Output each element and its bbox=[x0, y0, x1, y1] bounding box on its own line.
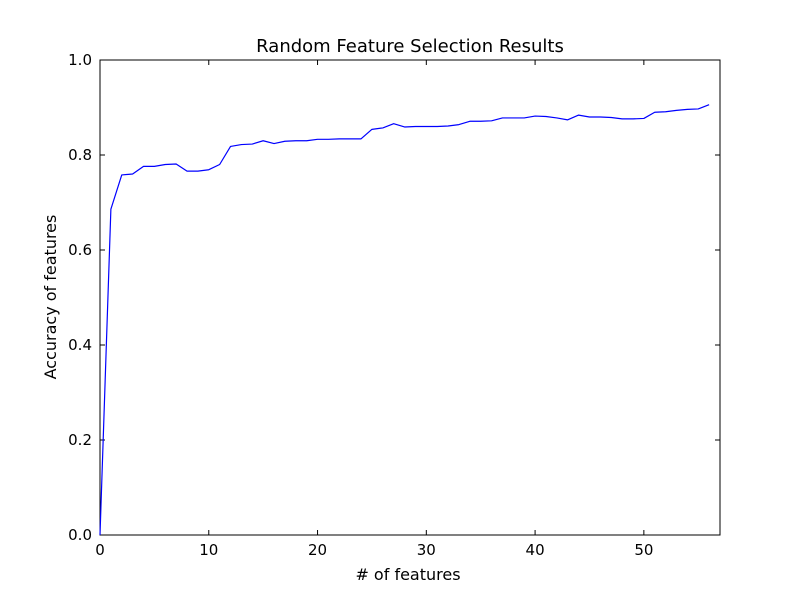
x-axis-ticks: 0 10 20 30 40 50 bbox=[95, 60, 653, 559]
x-tick-label: 30 bbox=[417, 541, 436, 559]
x-axis-label: # of features bbox=[355, 565, 460, 584]
x-tick-label: 20 bbox=[308, 541, 327, 559]
y-axis-ticks: 0.0 0.2 0.4 0.6 0.8 1.0 bbox=[68, 51, 720, 544]
y-tick-label: 0.8 bbox=[68, 146, 92, 164]
series-layer bbox=[99, 104, 710, 536]
x-tick-label: 50 bbox=[634, 541, 653, 559]
chart-title: Random Feature Selection Results bbox=[256, 36, 564, 57]
x-tick-label: 0 bbox=[95, 541, 105, 559]
y-axis-label: Accuracy of features bbox=[41, 215, 60, 380]
plot-area bbox=[99, 59, 721, 536]
y-tick-label: 0.4 bbox=[68, 336, 92, 354]
series-line bbox=[99, 104, 710, 536]
y-tick-label: 0.6 bbox=[68, 241, 92, 259]
x-tick-label: 40 bbox=[526, 541, 545, 559]
y-tick-label: 1.0 bbox=[68, 51, 92, 69]
x-tick-label: 10 bbox=[199, 541, 218, 559]
plot-frame bbox=[99, 59, 721, 536]
y-tick-label: 0.0 bbox=[68, 526, 92, 544]
y-tick-label: 0.2 bbox=[68, 431, 92, 449]
